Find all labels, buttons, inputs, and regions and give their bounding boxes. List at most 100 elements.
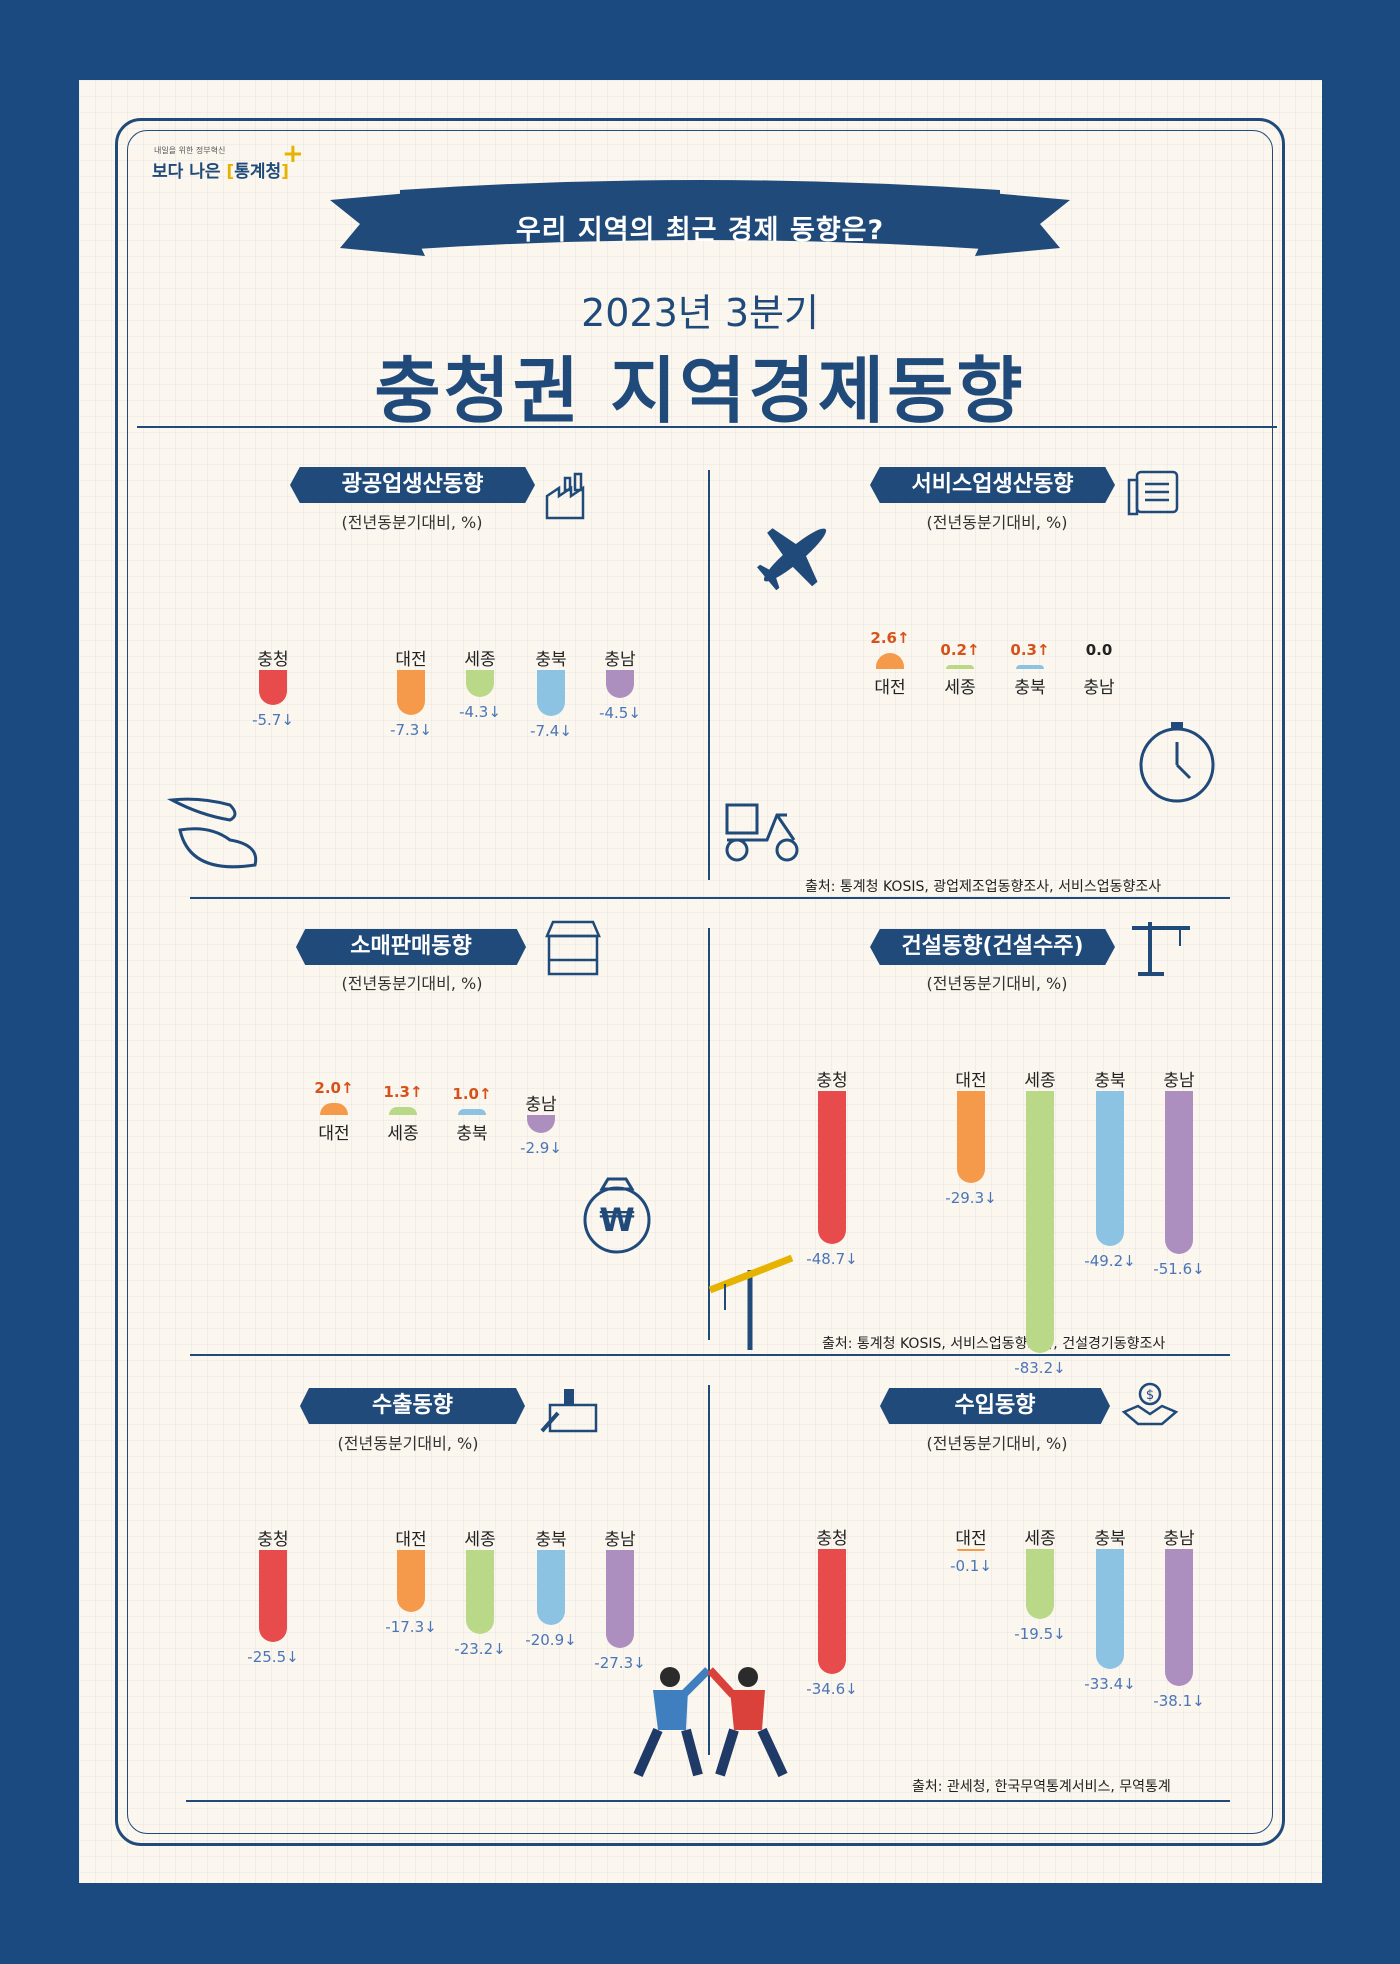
data-label: -4.3↓	[459, 702, 501, 721]
category-label: 대전	[318, 1124, 350, 1144]
airplane-icon	[757, 528, 827, 591]
data-label: -7.3↓	[390, 721, 432, 740]
stopwatch-icon	[1139, 722, 1215, 803]
port-building-icon	[540, 1389, 598, 1433]
row3-bottom-line	[186, 1800, 1230, 1802]
source-row1: 출처: 통계청 KOSIS, 광업제조업동향조사, 서비스업동향조사	[805, 879, 1162, 895]
unit-export: (전년동분기대비, %)	[337, 1434, 479, 1453]
category-label: 충남	[604, 1530, 636, 1550]
category-label: 세종	[1024, 1529, 1056, 1549]
bar	[1165, 1549, 1193, 1687]
category-label: 충청	[257, 650, 289, 670]
svg-text:$: $	[1146, 1388, 1154, 1403]
tower-crane-icon	[1132, 922, 1190, 976]
data-label: 0.2↑	[940, 641, 980, 659]
section-title-export: 수출동향	[300, 1388, 525, 1424]
bar	[466, 1550, 494, 1634]
bar	[259, 1550, 287, 1642]
data-label: -4.5↓	[599, 703, 641, 722]
outer-frame	[115, 118, 1285, 1846]
section-title-import: 수입동향	[880, 1388, 1110, 1424]
category-label: 충북	[1094, 1529, 1126, 1549]
bar	[946, 665, 974, 669]
logo-brand: 통계청	[234, 162, 282, 182]
bar	[957, 1091, 985, 1184]
bar	[1026, 1549, 1054, 1620]
section-title-service: 서비스업생산동향	[870, 467, 1115, 503]
category-label: 세종	[464, 1530, 496, 1550]
data-label: -23.2↓	[454, 1639, 506, 1658]
unit-import: (전년동분기대비, %)	[926, 1434, 1068, 1453]
logo-subtitle: 내일을 위한 정부혁신	[154, 146, 226, 155]
category-label: 충북	[535, 1530, 567, 1550]
page-subtitle: 2023년 3분기	[581, 291, 819, 335]
category-label: 충남	[1083, 678, 1115, 698]
unit-mining: (전년동분기대비, %)	[341, 513, 483, 532]
bar	[818, 1549, 846, 1674]
bar	[466, 670, 494, 697]
data-label: -27.3↓	[594, 1654, 646, 1673]
data-label: -38.1↓	[1153, 1692, 1205, 1711]
money-bag-icon: ₩	[583, 1177, 651, 1254]
source-row3: 출처: 관세청, 한국무역통계서비스, 무역통계	[912, 1779, 1171, 1795]
section-title-retail: 소매판매동향	[296, 929, 526, 965]
row2-bottom-line	[190, 1354, 1230, 1356]
category-label: 충북	[535, 650, 567, 670]
category-label: 세종	[1024, 1071, 1056, 1091]
category-label: 충남	[604, 650, 636, 670]
row1-divider	[708, 470, 710, 880]
category-label: 충북	[1094, 1071, 1126, 1091]
delivery-scooter-icon	[725, 803, 799, 862]
category-label: 충북	[456, 1124, 488, 1144]
bar	[1165, 1091, 1193, 1254]
ribbon-title: 우리 지역의 최근 경제 동향은?	[515, 215, 885, 246]
category-label: 충남	[525, 1095, 557, 1115]
bar	[397, 670, 425, 716]
construction-crane-icon	[708, 1254, 794, 1350]
data-label: -48.7↓	[806, 1250, 858, 1269]
data-label: -19.5↓	[1014, 1625, 1066, 1644]
high-five-people-illustration	[633, 1667, 788, 1778]
data-label: -34.6↓	[806, 1679, 858, 1698]
inner-frame	[127, 130, 1273, 1834]
data-label: -2.9↓	[520, 1138, 562, 1157]
category-label: 세종	[464, 650, 496, 670]
source-row2: 출처: 통계청 KOSIS, 서비스업동향조사, 건설경기동향조사	[822, 1336, 1166, 1352]
category-label: 충남	[1163, 1529, 1195, 1549]
data-label: -0.1↓	[950, 1557, 992, 1575]
category-label: 대전	[395, 650, 427, 670]
row2-divider	[708, 928, 710, 1340]
store-icon	[545, 920, 601, 976]
ribbon-shape	[330, 180, 1070, 256]
data-label: -25.5↓	[247, 1647, 299, 1666]
category-label: 충청	[257, 1530, 289, 1550]
bar	[818, 1091, 846, 1245]
bar	[320, 1102, 348, 1115]
bar	[1026, 1091, 1054, 1354]
unit-service: (전년동분기대비, %)	[926, 513, 1068, 532]
logo: 내일을 위한 정부혁신 보다 나은 [통계청] +	[152, 139, 304, 182]
data-label: -33.4↓	[1084, 1675, 1136, 1694]
bar	[389, 1106, 417, 1115]
category-label: 충청	[816, 1529, 848, 1549]
bar	[458, 1108, 486, 1115]
bar	[1016, 665, 1044, 669]
category-label: 세종	[387, 1124, 419, 1144]
category-label: 충남	[1163, 1071, 1195, 1091]
ribbon-banner: 우리 지역의 최근 경제 동향은?	[330, 178, 1070, 268]
bar	[1096, 1091, 1124, 1246]
bar	[957, 1549, 985, 1551]
category-label: 충북	[1014, 678, 1046, 698]
data-label: -29.3↓	[945, 1189, 997, 1208]
category-label: 대전	[395, 1530, 427, 1550]
bar	[397, 1550, 425, 1613]
bar	[537, 670, 565, 716]
section-title-mining: 광공업생산동향	[290, 467, 535, 503]
bar	[527, 1115, 555, 1133]
data-label: 0.3↑	[1010, 641, 1050, 659]
data-label: -83.2↓	[1014, 1359, 1066, 1378]
bar	[537, 1550, 565, 1626]
bar	[876, 652, 904, 669]
svg-text:₩: ₩	[599, 1201, 634, 1239]
bar	[259, 670, 287, 706]
